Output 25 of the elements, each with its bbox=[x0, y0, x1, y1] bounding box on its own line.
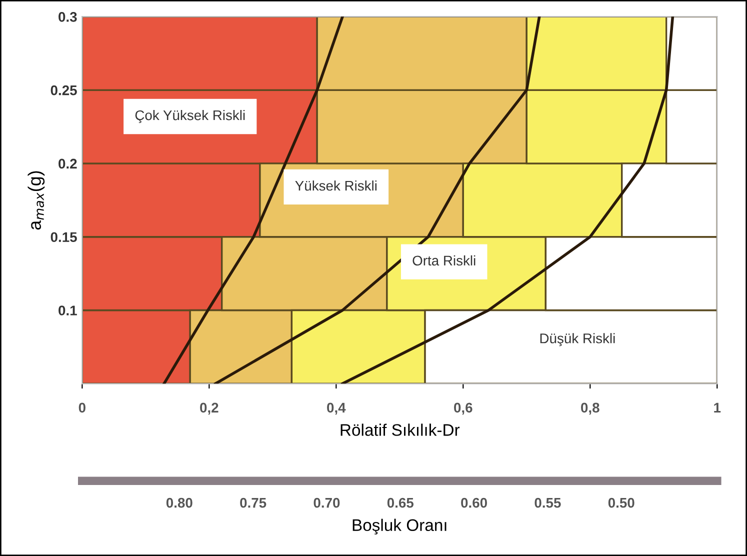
y-tick-label: 0.15 bbox=[50, 232, 77, 242]
x-tick-label: 0,8 bbox=[581, 402, 600, 415]
y-axis-title: a$_{max}$(g) bbox=[28, 171, 45, 230]
x2-tick-label: 0.70 bbox=[314, 498, 340, 508]
x-tick-label: 0,2 bbox=[200, 402, 218, 415]
annotation: Düşük Riskli bbox=[540, 333, 615, 346]
x-tick-label: 0,4 bbox=[327, 402, 346, 415]
x2-tick-label: 0.80 bbox=[166, 498, 192, 508]
y-tick-label: 0.25 bbox=[50, 85, 77, 96]
x-tick-label: 1 bbox=[714, 402, 721, 412]
x-tick-label: 0,6 bbox=[454, 402, 472, 415]
annotation: Yüksek Riskli bbox=[295, 180, 377, 191]
x2-tick-label: 0.55 bbox=[534, 498, 561, 508]
y-tick-label: 0.2 bbox=[58, 158, 77, 169]
annotation: Çok Yüksek Riskli bbox=[135, 110, 245, 123]
x-tick-label: 0 bbox=[78, 402, 86, 413]
x2-tick-label: 0.75 bbox=[240, 498, 266, 508]
x2-tick-label: 0.65 bbox=[387, 498, 414, 508]
y-tick-label: 0.1 bbox=[58, 306, 77, 316]
x2-tick-label: 0.50 bbox=[608, 498, 634, 508]
annotation: Orta Riskli bbox=[412, 255, 476, 266]
y-tick-label: 0.3 bbox=[58, 12, 77, 22]
x2-axis-title: Boşluk Oranı bbox=[352, 518, 446, 534]
x2-tick-label: 0.60 bbox=[461, 498, 487, 508]
x-axis-title: Rölatif Sıkılık-Dr bbox=[340, 424, 460, 436]
